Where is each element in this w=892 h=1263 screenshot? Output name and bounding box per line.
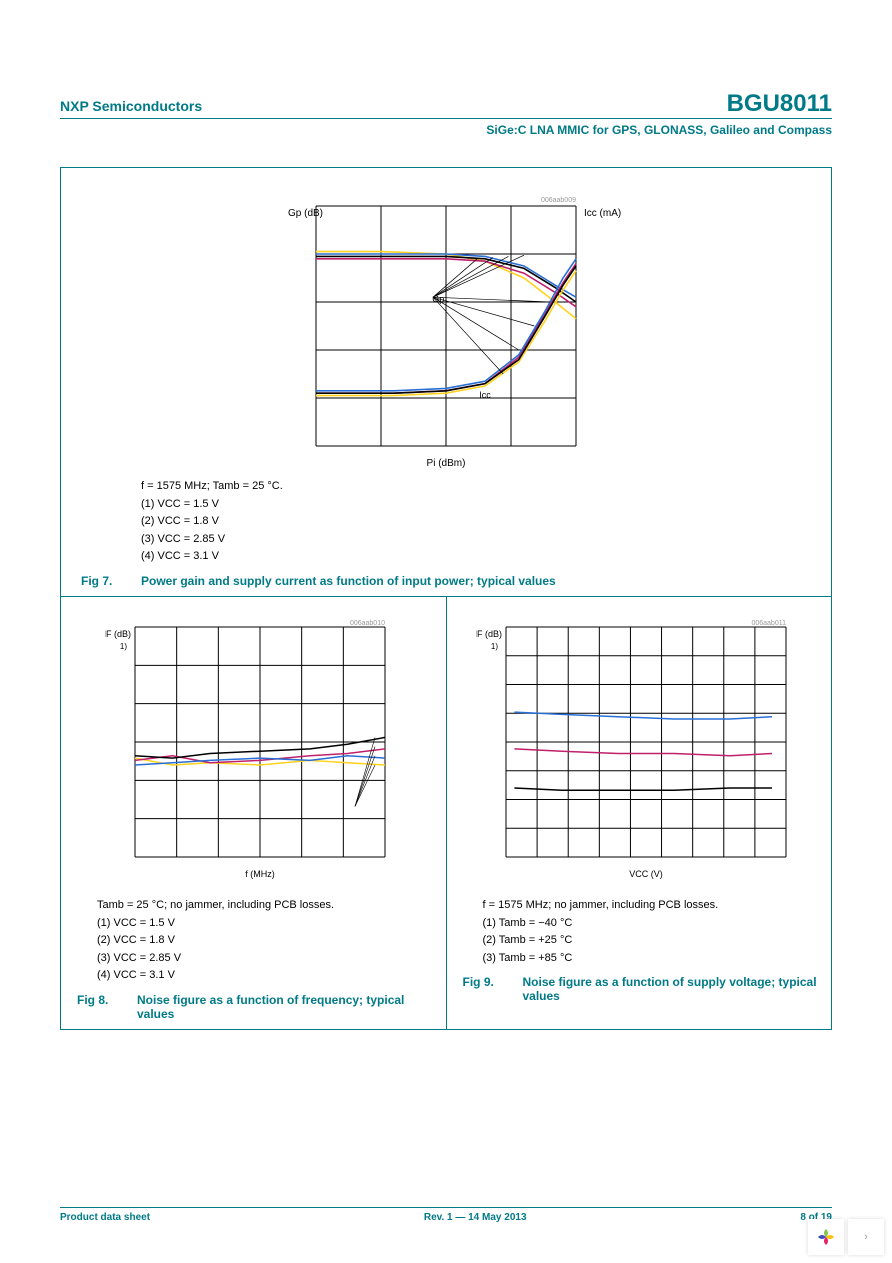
fig8-cond-3: (3) VCC = 2.85 V [97,950,434,968]
fig7-caption-text: Power gain and supply current as functio… [141,574,556,588]
header: NXP Semiconductors BGU8011 [60,90,832,119]
fig7-cond-2: (2) VCC = 1.8 V [141,513,811,531]
pager-logo[interactable] [808,1219,844,1255]
fig8-conditions: Tamb = 25 °C; no jammer, including PCB l… [97,897,434,985]
fig7-cond-4: (4) VCC = 3.1 V [141,548,811,566]
fig9-cond-3: (3) Tamb = +85 °C [483,950,820,968]
svg-text:Gp: Gp [432,294,444,304]
svg-text:006aab009: 006aab009 [541,197,576,204]
company-name: NXP Semiconductors [60,98,202,114]
fig9-chart-wrap: NF (dB) VCC (V) 1) 006aab011 [463,617,820,887]
fig8-caption: Fig 8. Noise figure as a function of fre… [77,993,434,1021]
bottom-row: NF (dB) f (MHz) 1) 006aab010 Tamb = 25 °C; … [61,596,831,1029]
svg-text:Gp (dB): Gp (dB) [288,208,323,219]
footer-line: Product data sheet Rev. 1 — 14 May 2013 … [60,1207,832,1223]
svg-text:NF (dB): NF (dB) [476,629,502,639]
chevron-right-icon: › [864,1231,868,1243]
fig9-caption: Fig 9. Noise figure as a function of sup… [463,975,820,1003]
fig7-caption: Fig 7. Power gain and supply current as … [81,574,811,588]
part-number: BGU8011 [727,90,832,118]
svg-text:Pi (dBm): Pi (dBm) [427,458,466,468]
svg-text:006aab011: 006aab011 [751,620,786,627]
fig9-caption-text: Noise figure as a function of supply vol… [523,975,820,1003]
page-root: NXP Semiconductors BGU8011 SiGe:C LNA MM… [0,0,892,1263]
fig7-cond-header: f = 1575 MHz; Tamb = 25 °C. [141,478,811,496]
svg-text:006aab010: 006aab010 [350,620,385,627]
doc-subtitle: SiGe:C LNA MMIC for GPS, GLONASS, Galile… [60,123,832,137]
svg-text:Icc (mA): Icc (mA) [584,208,621,219]
fig7-chart: Gp (dB) Icc (mA) Pi (dBm) Gp Icc 006aab009 [256,188,636,468]
footer-left: Product data sheet [60,1212,150,1223]
fig8-num: Fig 8. [77,993,137,1021]
fig8-cond-2: (2) VCC = 1.8 V [97,932,434,950]
fig9-cond-2: (2) Tamb = +25 °C [483,932,820,950]
fig8-cond-1: (1) VCC = 1.5 V [97,915,434,933]
fig8-chart: NF (dB) f (MHz) 1) 006aab010 [105,617,405,887]
fig7-cond-3: (3) VCC = 2.85 V [141,531,811,549]
figures-container: Gp (dB) Icc (mA) Pi (dBm) Gp Icc 006aab009 f … [60,167,832,1030]
fig9-chart: NF (dB) VCC (V) 1) 006aab011 [476,617,806,887]
fig7-block: Gp (dB) Icc (mA) Pi (dBm) Gp Icc 006aab009 f … [61,168,831,596]
fig8-caption-text: Noise figure as a function of frequency;… [137,993,434,1021]
svg-text:VCC (V): VCC (V) [629,869,663,879]
pager: › [808,1219,884,1255]
fig7-chart-wrap: Gp (dB) Icc (mA) Pi (dBm) Gp Icc 006aab009 [81,188,811,468]
svg-text:Icc: Icc [479,390,491,400]
fig8-cond-4: (4) VCC = 3.1 V [97,967,434,985]
footer: Product data sheet Rev. 1 — 14 May 2013 … [60,1207,832,1223]
svg-text:1): 1) [120,642,127,651]
fig7-cond-1: (1) VCC = 1.5 V [141,496,811,514]
fig8-cond-header: Tamb = 25 °C; no jammer, including PCB l… [97,897,434,915]
footer-center: Rev. 1 — 14 May 2013 [424,1212,527,1223]
svg-text:f (MHz): f (MHz) [246,869,276,879]
fig9-cond-1: (1) Tamb = −40 °C [483,915,820,933]
svg-text:1): 1) [491,642,498,651]
fig9-block: NF (dB) VCC (V) 1) 006aab011 f = 1575 MHz; … [447,597,832,1029]
fig7-conditions: f = 1575 MHz; Tamb = 25 °C. (1) VCC = 1.… [141,478,811,566]
pager-next-button[interactable]: › [848,1219,884,1255]
fig9-num: Fig 9. [463,975,523,1003]
fig7-num: Fig 7. [81,574,141,588]
fig8-block: NF (dB) f (MHz) 1) 006aab010 Tamb = 25 °C; … [61,597,447,1029]
fig9-conditions: f = 1575 MHz; no jammer, including PCB l… [483,897,820,967]
fig9-cond-header: f = 1575 MHz; no jammer, including PCB l… [483,897,820,915]
fig8-chart-wrap: NF (dB) f (MHz) 1) 006aab010 [77,617,434,887]
svg-text:NF (dB): NF (dB) [105,629,131,639]
